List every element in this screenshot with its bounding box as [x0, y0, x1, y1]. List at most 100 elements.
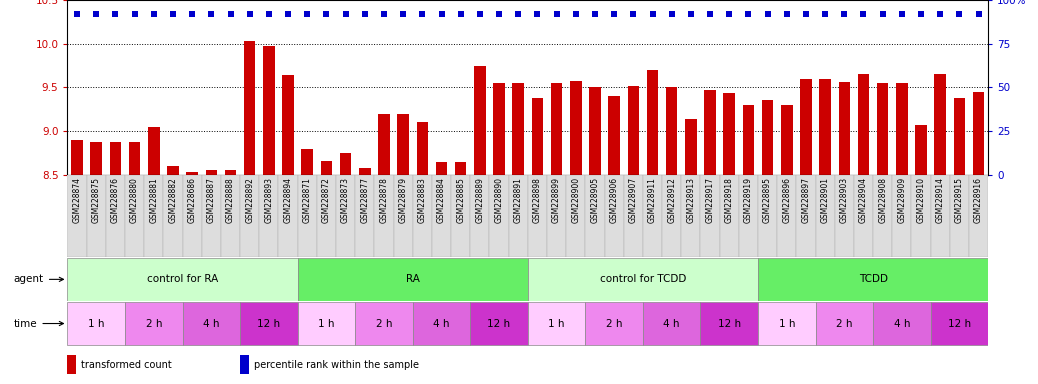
Bar	[643, 175, 662, 257]
Bar	[359, 168, 371, 175]
Text: 12 h: 12 h	[488, 318, 511, 329]
Bar	[934, 74, 946, 175]
Bar	[317, 175, 336, 257]
Bar	[187, 172, 198, 175]
Bar	[643, 302, 701, 345]
Bar	[67, 175, 86, 257]
Text: GSM228905: GSM228905	[591, 177, 600, 223]
Point	[759, 11, 775, 17]
Text: GSM228879: GSM228879	[399, 177, 408, 223]
Bar	[413, 302, 470, 345]
Text: 12 h: 12 h	[717, 318, 741, 329]
Bar	[954, 98, 965, 175]
Text: transformed count: transformed count	[81, 360, 171, 370]
Bar	[742, 105, 755, 175]
Bar	[527, 258, 758, 301]
Point	[471, 11, 488, 17]
Text: agent: agent	[13, 274, 63, 285]
Point	[932, 11, 949, 17]
Bar	[800, 79, 812, 175]
Bar	[398, 114, 409, 175]
Point	[453, 11, 469, 17]
Text: control for TCDD: control for TCDD	[600, 274, 686, 285]
Bar	[777, 175, 796, 257]
Bar	[336, 175, 355, 257]
Bar	[490, 175, 509, 257]
Bar	[67, 302, 125, 345]
Bar	[282, 75, 294, 175]
Bar	[163, 175, 183, 257]
Point	[836, 11, 852, 17]
Bar	[857, 74, 869, 175]
Text: GSM228901: GSM228901	[821, 177, 829, 223]
Bar	[854, 175, 873, 257]
Bar	[973, 92, 984, 175]
Bar	[758, 302, 816, 345]
Bar	[531, 98, 543, 175]
Bar	[570, 81, 581, 175]
Point	[912, 11, 929, 17]
Bar	[221, 175, 240, 257]
Point	[702, 11, 718, 17]
Text: GSM228914: GSM228914	[935, 177, 945, 223]
Bar	[416, 122, 428, 175]
Text: GSM228911: GSM228911	[648, 177, 657, 223]
Bar	[493, 83, 504, 175]
Bar	[339, 153, 351, 175]
Bar	[662, 175, 681, 257]
Text: 2 h: 2 h	[145, 318, 162, 329]
Text: 4 h: 4 h	[894, 318, 910, 329]
Text: GSM228881: GSM228881	[149, 177, 158, 223]
Bar	[685, 119, 696, 175]
Bar	[796, 175, 816, 257]
Bar	[355, 302, 413, 345]
Bar	[144, 175, 163, 257]
Text: GSM228904: GSM228904	[859, 177, 868, 223]
Text: 1 h: 1 h	[548, 318, 565, 329]
Text: GSM228873: GSM228873	[342, 177, 350, 223]
Bar	[647, 70, 658, 175]
Bar	[72, 140, 83, 175]
Point	[356, 11, 373, 17]
Text: GSM228890: GSM228890	[494, 177, 503, 223]
Bar	[183, 302, 240, 345]
Text: GSM228915: GSM228915	[955, 177, 964, 223]
Bar	[893, 175, 911, 257]
Point	[88, 11, 105, 17]
Text: time: time	[13, 318, 63, 329]
Point	[740, 11, 757, 17]
Bar	[604, 175, 624, 257]
Text: control for RA: control for RA	[147, 274, 218, 285]
Point	[127, 11, 143, 17]
Bar	[950, 175, 969, 257]
Bar	[916, 125, 927, 175]
Text: GSM228900: GSM228900	[571, 177, 580, 223]
Bar	[148, 127, 160, 175]
Point	[394, 11, 411, 17]
Bar	[781, 105, 793, 175]
Text: GSM228916: GSM228916	[974, 177, 983, 223]
Bar	[758, 258, 988, 301]
Bar	[931, 302, 988, 345]
Bar	[183, 175, 201, 257]
Text: GSM228872: GSM228872	[322, 177, 331, 223]
Text: GSM228882: GSM228882	[168, 177, 177, 223]
Text: 12 h: 12 h	[948, 318, 971, 329]
Bar	[816, 175, 835, 257]
Bar	[719, 175, 739, 257]
Bar	[129, 142, 140, 175]
Bar	[278, 175, 298, 257]
Point	[242, 11, 258, 17]
Bar	[298, 302, 355, 345]
Text: 2 h: 2 h	[836, 318, 852, 329]
Point	[606, 11, 623, 17]
Bar	[513, 83, 524, 175]
Text: 4 h: 4 h	[203, 318, 220, 329]
Bar	[86, 175, 106, 257]
Text: 1 h: 1 h	[88, 318, 105, 329]
Bar	[509, 175, 527, 257]
Point	[203, 11, 220, 17]
Bar	[375, 175, 393, 257]
Bar	[931, 175, 950, 257]
Bar	[240, 355, 249, 374]
